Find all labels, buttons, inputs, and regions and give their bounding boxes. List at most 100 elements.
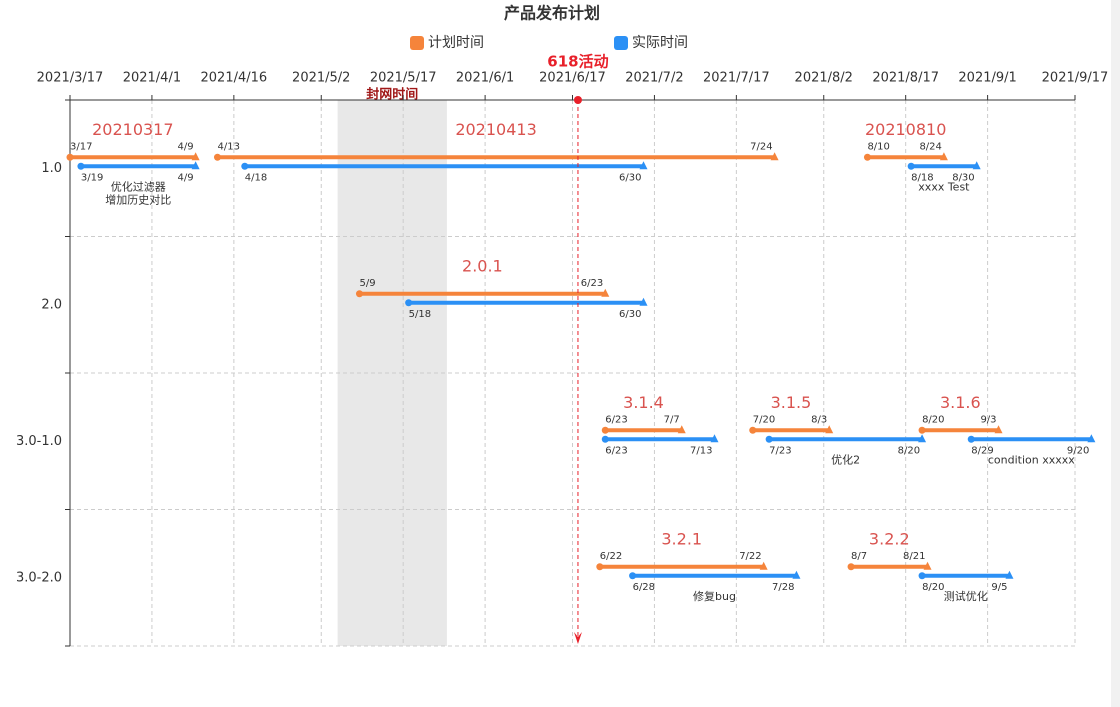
actual-start bbox=[601, 435, 609, 443]
plan-start bbox=[918, 426, 926, 434]
y-tick-label: 3.0-1.0 bbox=[16, 434, 62, 449]
date-label: 6/23 bbox=[605, 414, 627, 425]
date-label: 7/24 bbox=[750, 141, 772, 152]
actual-end bbox=[1087, 434, 1096, 443]
plan-start bbox=[213, 153, 221, 161]
x-tick-label: 2021/7/2 bbox=[625, 71, 683, 86]
date-label: 6/22 bbox=[600, 551, 622, 562]
date-label: 6/30 bbox=[619, 172, 641, 183]
actual-end bbox=[639, 297, 648, 306]
actual-end bbox=[639, 161, 648, 170]
date-label: 8/18 bbox=[911, 172, 933, 183]
note: 修复bug bbox=[693, 589, 736, 603]
actual-start bbox=[918, 572, 926, 580]
plan-end bbox=[770, 152, 779, 161]
x-tick-label: 2021/4/16 bbox=[201, 71, 268, 86]
actual-end bbox=[972, 161, 981, 170]
marker-dot bbox=[573, 96, 582, 104]
x-tick-label: 2021/7/17 bbox=[703, 71, 770, 86]
date-label: 6/30 bbox=[619, 309, 641, 320]
actual-end bbox=[191, 161, 200, 170]
note: 测试优化 bbox=[944, 589, 988, 603]
date-label: 8/20 bbox=[898, 445, 920, 456]
note: xxxx Test bbox=[918, 180, 970, 193]
actual-start bbox=[241, 162, 249, 170]
date-label: 5/9 bbox=[359, 278, 375, 289]
legend-label: 计划时间 bbox=[428, 35, 484, 51]
version-label: 20210413 bbox=[455, 120, 536, 139]
version-label: 3.1.4 bbox=[623, 393, 664, 412]
date-label: 7/22 bbox=[739, 551, 761, 562]
date-label: 7/28 bbox=[772, 582, 794, 593]
date-label: 6/28 bbox=[633, 582, 655, 593]
actual-start bbox=[77, 162, 85, 170]
version-label: 20210317 bbox=[92, 120, 173, 139]
plan-start bbox=[847, 563, 855, 571]
x-tick-label: 2021/9/1 bbox=[958, 71, 1016, 86]
actual-start bbox=[967, 435, 975, 443]
actual-start bbox=[907, 162, 915, 170]
legend-swatch bbox=[410, 36, 424, 50]
actual-start bbox=[405, 299, 413, 307]
plan-end bbox=[923, 561, 932, 570]
date-label: 7/7 bbox=[664, 414, 680, 425]
actual-end bbox=[710, 434, 719, 443]
x-tick-label: 2021/4/1 bbox=[123, 71, 181, 86]
version-label: 3.2.2 bbox=[869, 529, 910, 548]
plan-start bbox=[355, 290, 363, 298]
date-label: 4/18 bbox=[245, 172, 267, 183]
plan-end bbox=[759, 561, 768, 570]
note: 优化2 bbox=[831, 452, 860, 466]
note: 增加历史对比 bbox=[105, 192, 171, 206]
actual-end bbox=[918, 434, 927, 443]
legend-label: 实际时间 bbox=[632, 35, 688, 51]
version-label: 2.0.1 bbox=[462, 256, 503, 275]
plan-end bbox=[939, 152, 948, 161]
date-label: 8/7 bbox=[851, 551, 867, 562]
plan-end bbox=[994, 425, 1003, 434]
y-tick-label: 1.0 bbox=[41, 161, 62, 176]
x-tick-label: 2021/9/17 bbox=[1042, 71, 1109, 86]
plan-start bbox=[749, 426, 757, 434]
date-label: 8/30 bbox=[952, 172, 974, 183]
plan-end bbox=[601, 288, 610, 297]
plan-start bbox=[863, 153, 871, 161]
version-label: 20210810 bbox=[865, 120, 946, 139]
date-label: 4/13 bbox=[217, 141, 239, 152]
date-label: 6/23 bbox=[605, 445, 627, 456]
legend-swatch bbox=[614, 36, 628, 50]
x-tick-label: 2021/3/17 bbox=[37, 71, 104, 86]
date-label: 7/23 bbox=[769, 445, 791, 456]
chart-title: 产品发布计划 bbox=[504, 4, 600, 23]
actual-start bbox=[629, 572, 637, 580]
date-label: 9/20 bbox=[1067, 445, 1089, 456]
date-label: 8/29 bbox=[971, 445, 993, 456]
plan-end bbox=[191, 152, 200, 161]
note: 优化过滤器 bbox=[111, 179, 166, 193]
band-label: 封网时间 bbox=[366, 87, 418, 103]
date-label: 8/24 bbox=[919, 141, 941, 152]
date-label: 7/20 bbox=[753, 414, 775, 425]
plan-end bbox=[677, 425, 686, 434]
date-label: 6/23 bbox=[581, 278, 603, 289]
date-label: 7/13 bbox=[690, 445, 712, 456]
x-tick-label: 2021/5/17 bbox=[370, 71, 437, 86]
y-tick-label: 2.0 bbox=[41, 297, 62, 312]
date-label: 8/20 bbox=[922, 582, 944, 593]
date-label: 9/3 bbox=[980, 414, 996, 425]
date-label: 8/3 bbox=[811, 414, 827, 425]
x-tick-label: 2021/6/17 bbox=[539, 71, 606, 86]
plan-start bbox=[66, 153, 74, 161]
date-label: 8/21 bbox=[903, 551, 925, 562]
scrollbar bbox=[1111, 0, 1120, 707]
date-label: 3/17 bbox=[70, 141, 92, 152]
version-label: 3.1.6 bbox=[940, 393, 981, 412]
marker-label: 618活动 bbox=[547, 53, 608, 71]
actual-end bbox=[1005, 570, 1014, 579]
actual-start bbox=[765, 435, 773, 443]
date-label: 8/10 bbox=[867, 141, 889, 152]
x-tick-label: 2021/8/2 bbox=[795, 71, 853, 86]
date-label: 5/18 bbox=[409, 309, 431, 320]
x-tick-label: 2021/8/17 bbox=[872, 71, 939, 86]
version-label: 3.2.1 bbox=[661, 529, 702, 548]
